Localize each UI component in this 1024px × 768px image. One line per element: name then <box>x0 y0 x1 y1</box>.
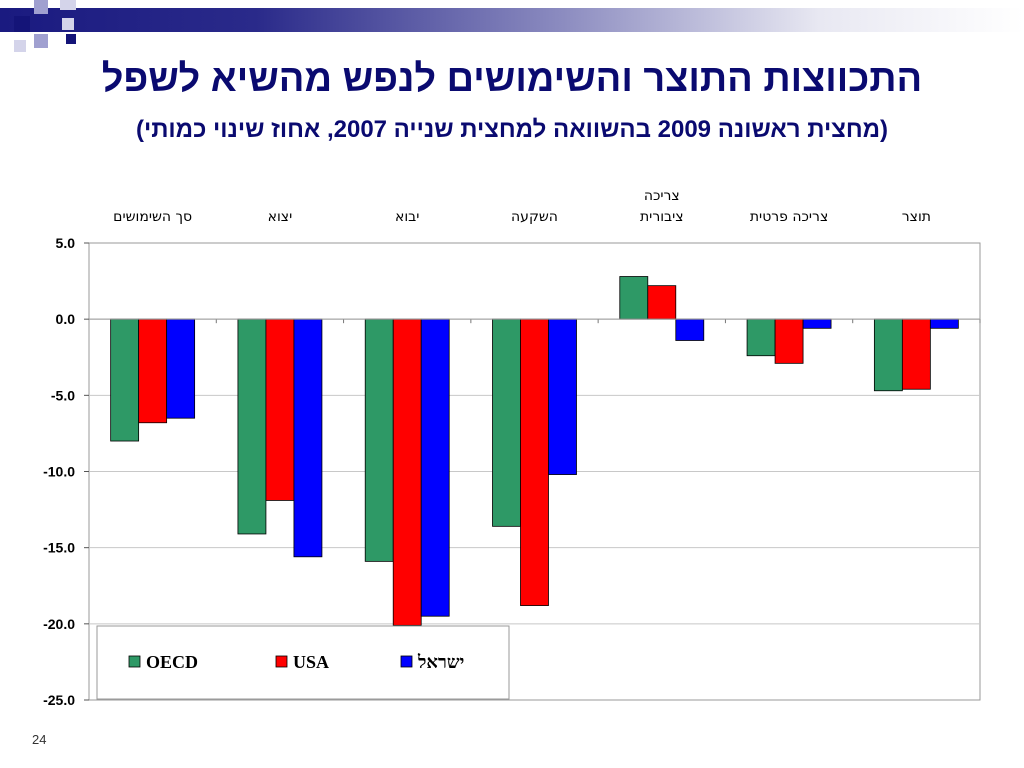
decor-square-pale <box>60 0 76 10</box>
bar-1-0 <box>901 318 931 390</box>
bar-2-4 <box>420 318 450 617</box>
slide-subtitle: (מחצית ראשונה 2009 בהשוואה למחצית שנייה … <box>135 116 889 143</box>
bar-2-0 <box>929 318 959 329</box>
legend-label: USA <box>293 652 329 672</box>
bar-1-2 <box>647 285 677 320</box>
slide-number: 24 <box>32 732 47 747</box>
legend-swatch <box>128 655 141 668</box>
category-label: תוצר <box>902 209 931 225</box>
category-label: יבוא <box>395 209 419 225</box>
y-tick-label: -15.0 <box>43 540 75 556</box>
category-label: יצוא <box>268 209 293 225</box>
legend-label: ישראל <box>417 652 464 672</box>
bar-2-1 <box>802 318 832 329</box>
decor-square-pale-2 <box>62 18 74 30</box>
y-tick-label: -25.0 <box>43 692 75 708</box>
y-tick-label: 0.0 <box>56 311 76 327</box>
bar-0-6 <box>110 318 140 442</box>
bar-2-5 <box>293 318 323 558</box>
bar-0-4 <box>364 318 394 562</box>
decor-square-lavender <box>34 0 48 14</box>
y-tick-label: -20.0 <box>43 616 75 632</box>
bar-2-2 <box>675 318 705 341</box>
bar-2-6 <box>166 318 196 419</box>
bar-1-4 <box>392 318 422 626</box>
legend-swatch <box>275 655 288 668</box>
category-label: צריכה ציבורית <box>640 188 684 225</box>
legend-box <box>96 625 510 700</box>
category-label: השקעה <box>511 209 558 225</box>
bar-0-5 <box>237 318 267 535</box>
category-label: צריכה פרטית <box>750 209 828 225</box>
y-tick-label: 5.0 <box>56 235 76 251</box>
y-tick-label: -5.0 <box>51 387 75 403</box>
legend-label: OECD <box>146 652 198 672</box>
decor-square-navy-2 <box>66 34 76 44</box>
bar-0-1 <box>746 318 776 357</box>
legend-swatch <box>400 655 413 668</box>
decor-square-pale-3 <box>14 40 26 52</box>
bar-2-3 <box>548 318 577 475</box>
y-tick-label: -10.0 <box>43 464 75 480</box>
slide-title: התכווצות התוצר והשימושים לנפש מהשיא לשפל <box>101 58 923 100</box>
bar-0-3 <box>492 318 521 527</box>
decor-square-lavender-2 <box>34 34 48 48</box>
bar-1-6 <box>138 318 168 424</box>
category-label: סך השימושים <box>113 209 192 225</box>
decor-square-navy <box>14 16 30 32</box>
top-decorative-band <box>0 8 1024 32</box>
bar-0-2 <box>619 276 649 320</box>
bar-1-5 <box>265 318 295 501</box>
bar-0-0 <box>873 318 903 392</box>
bar-1-3 <box>520 318 549 606</box>
bar-1-1 <box>774 318 804 364</box>
